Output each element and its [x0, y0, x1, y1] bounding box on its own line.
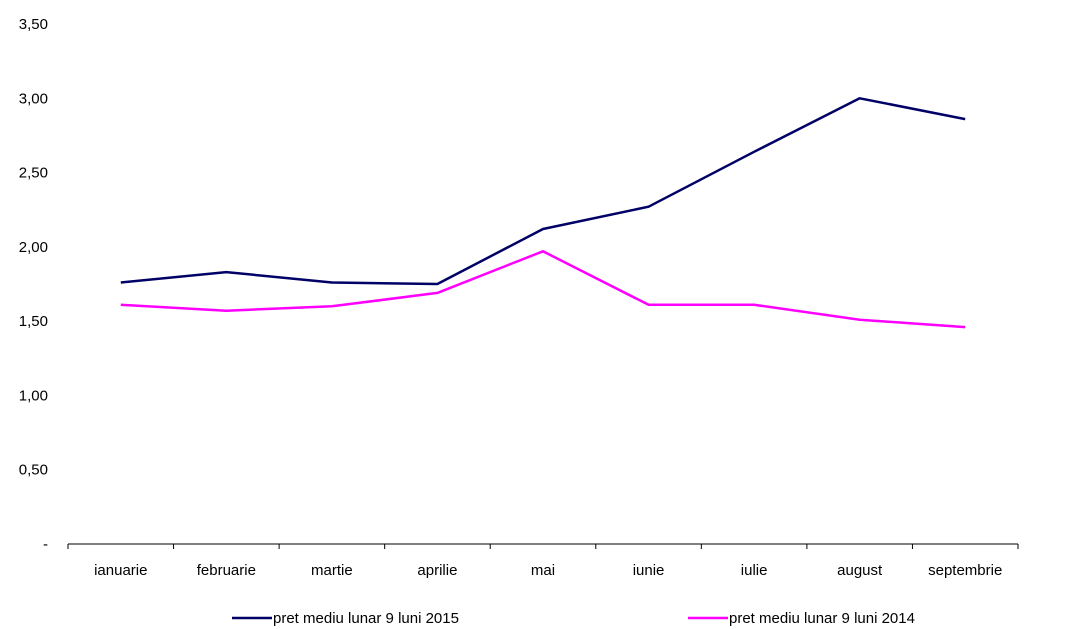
y-tick-label: 3,00 — [19, 90, 48, 107]
y-tick-label: 1,50 — [19, 313, 48, 330]
x-tick-label: iunie — [633, 562, 665, 579]
x-tick-label: august — [837, 562, 883, 579]
legend-label-1: pret mediu lunar 9 luni 2015 — [273, 610, 459, 627]
y-tick-label: 2,00 — [19, 239, 48, 256]
y-axis-ticks: - 0,50 1,00 1,50 2,00 2,50 3,00 3,50 — [19, 16, 48, 553]
x-tick-label: martie — [311, 562, 353, 579]
x-tick-label: ianuarie — [94, 562, 147, 579]
x-tick-label: septembrie — [928, 562, 1002, 579]
series-line-1 — [120, 97, 966, 286]
series-lines — [120, 97, 966, 329]
legend-label-2: pret mediu lunar 9 luni 2014 — [729, 610, 915, 627]
x-tick-label: iulie — [741, 562, 768, 579]
x-tick-label: mai — [531, 562, 555, 579]
y-tick-label: 0,50 — [19, 462, 48, 479]
legend: pret mediu lunar 9 luni 2015 pret mediu l… — [232, 610, 915, 627]
y-tick-label: - — [43, 536, 48, 553]
x-tick-label: aprilie — [417, 562, 457, 579]
series-line-2 — [120, 250, 966, 329]
x-tick-label: februarie — [197, 562, 256, 579]
y-tick-label: 3,50 — [19, 16, 48, 33]
y-tick-label: 1,00 — [19, 387, 48, 404]
x-axis-ticks: ianuarie februarie martie aprilie mai iunie iu… — [67, 544, 1019, 579]
y-tick-label: 2,50 — [19, 165, 48, 182]
